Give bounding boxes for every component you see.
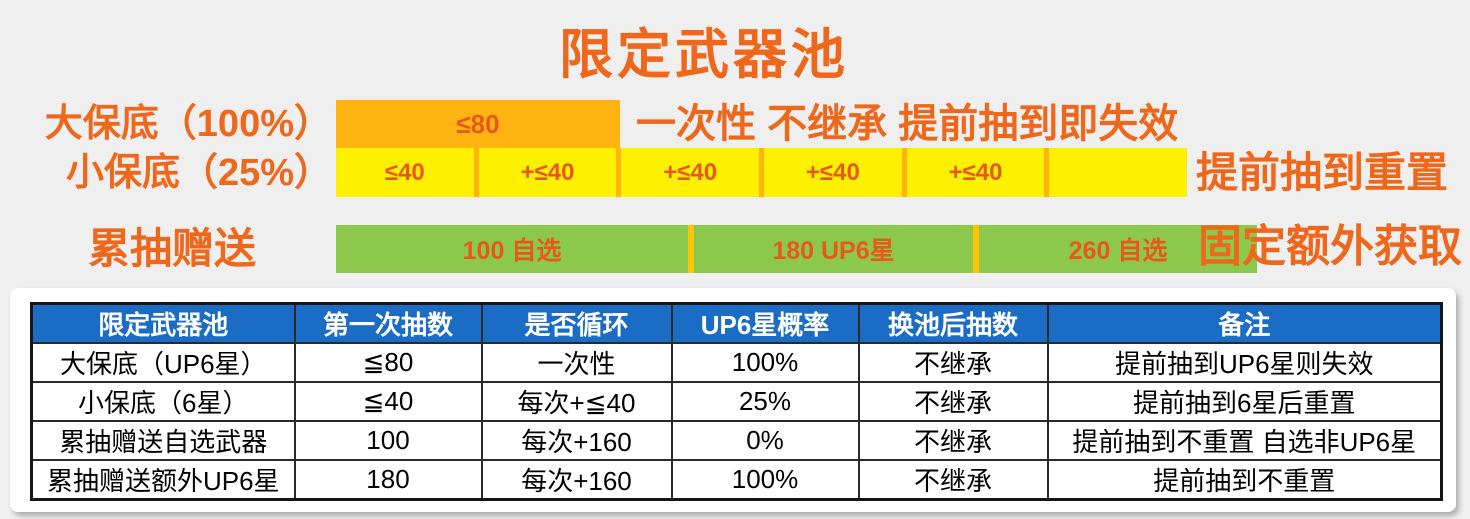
cell-pool-name: 累抽赠送额外UP6星: [30, 459, 296, 501]
label-big-pity: 大保底（100%）: [44, 103, 332, 145]
big-pity-bar: ≤80: [336, 100, 620, 148]
table-header-row: 限定武器池 第一次抽数 是否循环 UP6星概率 换池后抽数 备注: [30, 302, 1443, 344]
cell-remarks: 提前抽到不重置: [1046, 459, 1443, 501]
table-row-big-pity: 大保底（UP6星） ≦80 一次性 100% 不继承 提前抽到UP6星则失效: [30, 342, 1443, 383]
header-after-switch: 换池后抽数: [857, 302, 1049, 344]
cell-pool-name: 累抽赠送自选武器: [30, 420, 296, 461]
pool-summary-table: 限定武器池 第一次抽数 是否循环 UP6星概率 换池后抽数 备注 大保底（UP6…: [30, 302, 1443, 501]
small-pity-segment: +≤40: [901, 148, 1045, 197]
cell-up6-rate: 100%: [670, 342, 860, 383]
cell-remarks: 提前抽到6星后重置: [1046, 381, 1443, 422]
cell-after-switch: 不继承: [857, 342, 1049, 383]
cell-loop: 一次性: [480, 342, 673, 383]
header-remarks: 备注: [1046, 302, 1443, 344]
small-pity-segment: +≤40: [473, 148, 617, 197]
small-pity-segment: ≤40: [384, 158, 425, 186]
cell-after-switch: 不继承: [857, 420, 1049, 461]
milestone-segment: 260 自选: [973, 225, 1257, 273]
table-row-milestone-selectable: 累抽赠送自选武器 100 每次+160 0% 不继承 提前抽到不重置 自选非UP…: [30, 420, 1443, 461]
cell-first-draws: ≦80: [293, 342, 483, 383]
table-row-small-pity: 小保底（6星） ≦40 每次+≦40 25% 不继承 提前抽到6星后重置: [30, 381, 1443, 422]
header-up6-rate: UP6星概率: [670, 302, 860, 344]
small-pity-segment-empty: [1044, 148, 1187, 197]
milestone-note: 固定额外获取: [1198, 222, 1462, 271]
cell-remarks: 提前抽到不重置 自选非UP6星: [1046, 420, 1443, 461]
page-title: 限定武器池: [559, 25, 849, 85]
header-pool-name: 限定武器池: [30, 302, 296, 344]
big-pity-note: 一次性 不继承 提前抽到即失效: [636, 102, 1179, 146]
milestone-segment: 180 UP6星: [688, 225, 973, 273]
cell-after-switch: 不继承: [857, 459, 1049, 501]
cell-loop: 每次+160: [480, 420, 673, 461]
cell-loop: 每次+160: [480, 459, 673, 501]
cell-up6-rate: 0%: [670, 420, 860, 461]
cell-pool-name: 小保底（6星）: [30, 381, 296, 422]
small-pity-note: 提前抽到重置: [1196, 149, 1449, 196]
big-pity-bar-value: ≤80: [456, 108, 500, 139]
milestone-segment: 100 自选: [462, 237, 562, 265]
cell-up6-rate: 25%: [670, 381, 860, 422]
milestone-bar: 100 自选 180 UP6星 260 自选: [336, 225, 1257, 273]
cell-loop: 每次+≦40: [480, 381, 673, 422]
cell-first-draws: ≦40: [293, 381, 483, 422]
cell-up6-rate: 100%: [670, 459, 860, 501]
header-first-draws: 第一次抽数: [293, 302, 483, 344]
small-pity-bar: ≤40 +≤40 +≤40 +≤40 +≤40: [336, 148, 1187, 197]
cell-after-switch: 不继承: [857, 381, 1049, 422]
cell-remarks: 提前抽到UP6星则失效: [1046, 342, 1443, 383]
small-pity-segment: +≤40: [759, 148, 902, 197]
cell-first-draws: 180: [293, 459, 483, 501]
label-small-pity: 小保底（25%）: [65, 152, 332, 194]
label-milestone: 累抽赠送: [87, 225, 256, 272]
table-row-milestone-extra-up6: 累抽赠送额外UP6星 180 每次+160 100% 不继承 提前抽到不重置: [30, 459, 1443, 501]
small-pity-segment: +≤40: [616, 148, 759, 197]
cell-first-draws: 100: [293, 420, 483, 461]
header-loop: 是否循环: [480, 302, 673, 344]
cell-pool-name: 大保底（UP6星）: [30, 342, 296, 383]
